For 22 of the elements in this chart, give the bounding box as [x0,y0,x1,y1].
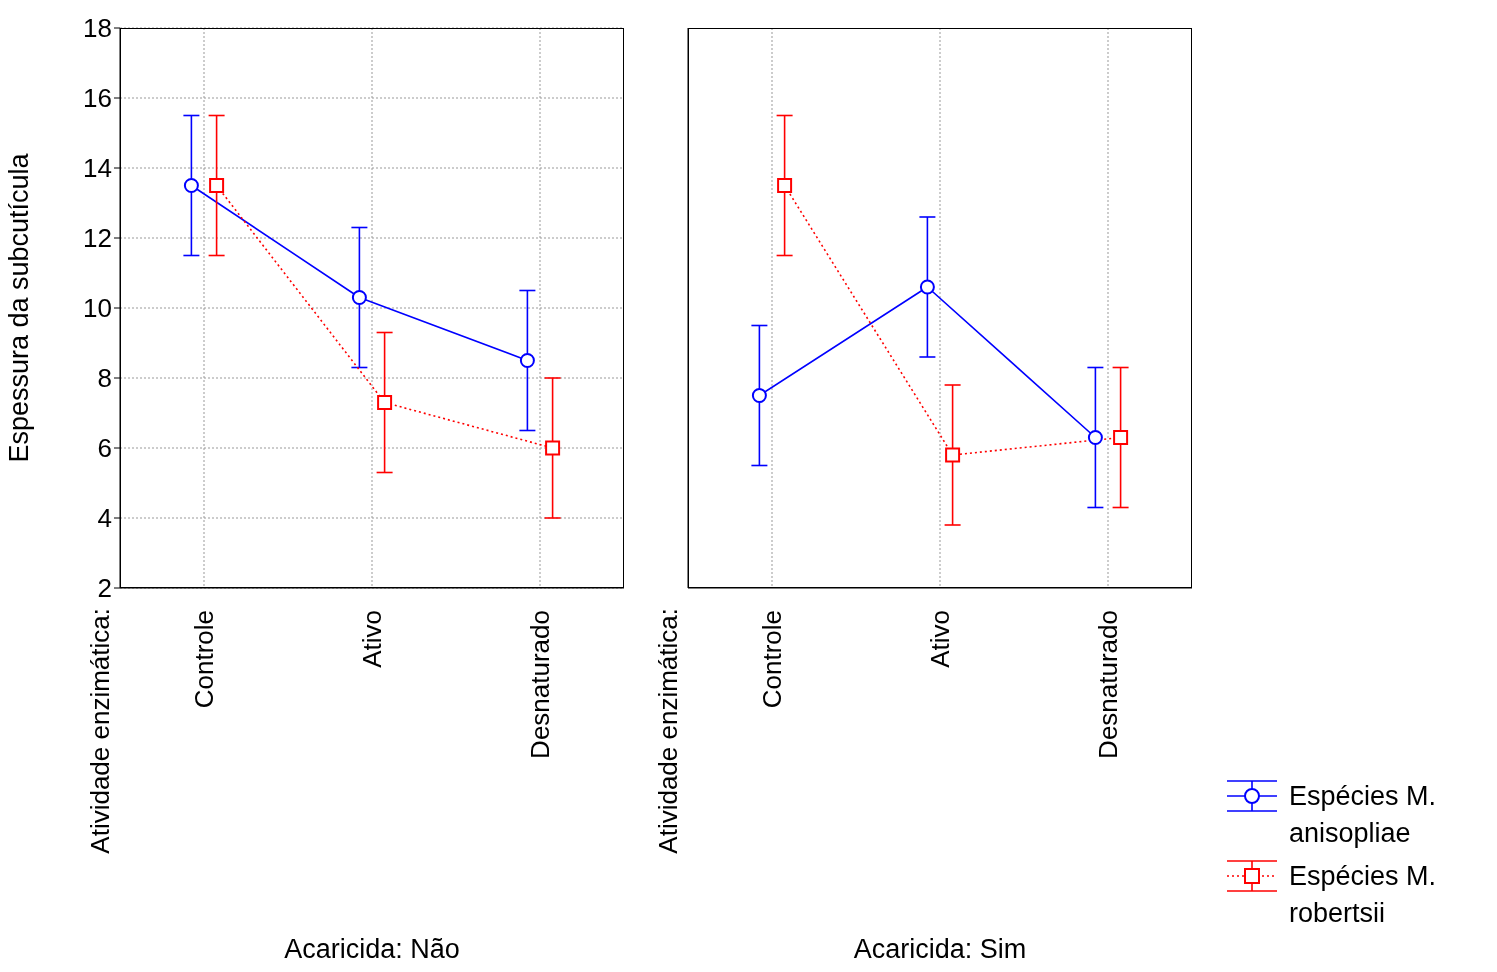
legend-label: Espécies M. robertsii [1289,860,1438,930]
y-axis-title: Espessura da subcutícula [3,152,34,463]
x-tick-label: Ativo [925,610,955,668]
x-tick-label: Controle [757,610,787,709]
y-tick-label: 8 [97,363,112,394]
y-tick-label: 16 [83,83,112,114]
x-axis-title: Acaricida: Não [284,934,460,964]
x-axis-title: Acaricida: Sim [853,934,1027,964]
text: Atividade enzimática: [84,608,116,854]
x-tick-label: Desnaturado [525,610,555,759]
y-tick-label: 6 [97,433,112,464]
x-tick-label: Desnaturado [1093,610,1123,759]
y-tick-label: 12 [83,223,112,254]
text: Atividade enzimática: [652,608,684,854]
legend-label: Espécies M. anisopliae [1289,780,1438,850]
x-tick-label: Ativo [357,610,387,668]
y-tick-label: 2 [97,573,112,604]
y-tick-label: 4 [97,503,112,534]
y-tick-label: 14 [83,153,112,184]
x-tick-label: Controle [189,610,219,709]
y-tick-label: 18 [83,13,112,44]
y-tick-label: 10 [83,293,112,324]
